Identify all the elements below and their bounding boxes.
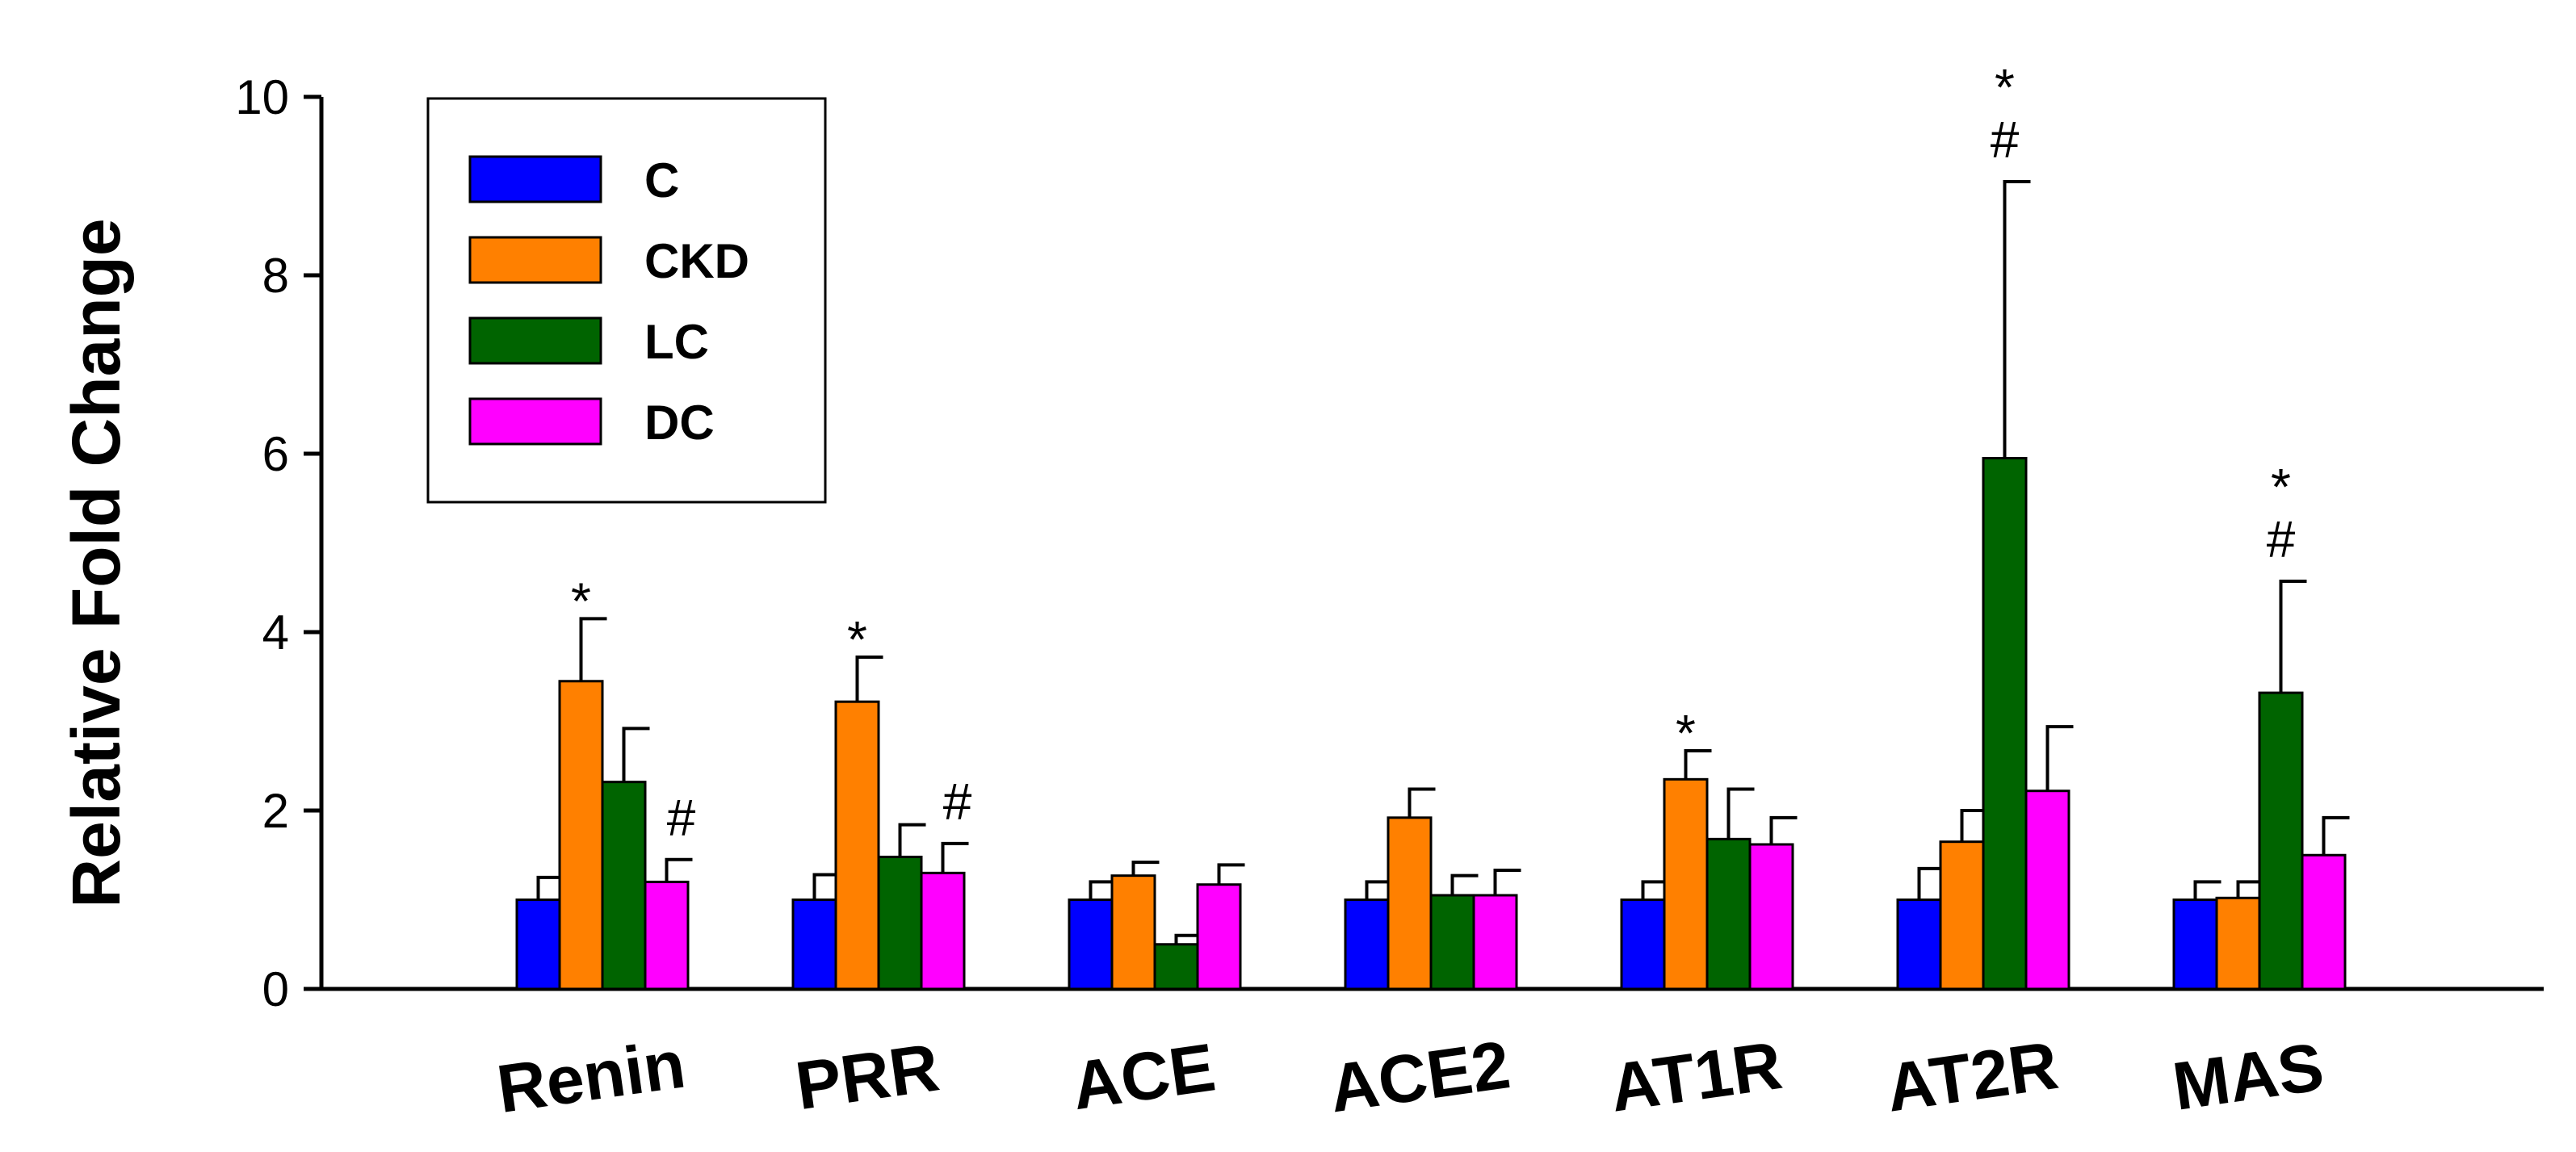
x-tick-label: ACE — [1068, 1028, 1220, 1124]
legend-label: C — [644, 153, 679, 207]
x-tick-label: PRR — [791, 1028, 944, 1124]
legend: C CKD LC DC — [426, 97, 827, 504]
x-tick-label: ACE2 — [1324, 1026, 1514, 1126]
bar-CKD-ACE — [1110, 874, 1156, 991]
y-tick-label: 8 — [262, 249, 289, 303]
significance-marker: * — [1995, 58, 2015, 116]
bar-LC-AT2R — [1982, 457, 2028, 991]
legend-swatch — [468, 397, 602, 446]
legend-label: DC — [644, 396, 715, 450]
bar-CKD-AT2R — [1939, 840, 1985, 991]
bar-CKD-PRR — [834, 700, 880, 991]
bar-CKD-Renin — [558, 680, 604, 991]
bar-CKD-AT1R — [1663, 777, 1709, 991]
significance-marker: * — [847, 610, 867, 668]
significance-marker: # — [1991, 111, 2020, 169]
bar-C-AT1R — [1620, 899, 1666, 991]
bar-C-Renin — [515, 899, 561, 991]
y-tick-label: 10 — [235, 70, 289, 124]
y-tick-label: 4 — [262, 605, 289, 660]
bar-DC-PRR — [920, 871, 966, 991]
bar-C-ACE — [1068, 899, 1114, 991]
bar-LC-ACE2 — [1429, 894, 1475, 991]
x-tick-label: AT1R — [1605, 1027, 1786, 1126]
significance-marker: # — [667, 789, 696, 847]
legend-swatch — [468, 316, 602, 365]
bar-C-ACE2 — [1344, 899, 1390, 991]
bar-C-AT2R — [1896, 899, 1942, 991]
y-tick-label: 6 — [262, 427, 289, 481]
legend-swatch — [468, 236, 602, 284]
bar-CKD-ACE2 — [1387, 816, 1433, 991]
y-axis-label: Relative Fold Change — [58, 218, 134, 907]
bar-LC-AT1R — [1705, 837, 1752, 991]
significance-marker: * — [1676, 704, 1696, 762]
legend-swatch — [468, 155, 602, 203]
legend-label: LC — [644, 315, 709, 369]
bar-LC-ACE — [1153, 943, 1199, 991]
legend-label: CKD — [644, 234, 749, 288]
bar-DC-ACE — [1196, 883, 1242, 991]
bar-C-PRR — [791, 899, 837, 991]
x-tick-label: Renin — [493, 1026, 690, 1128]
y-tick-label: 2 — [262, 784, 289, 838]
chart-bars — [515, 179, 2350, 991]
bar-DC-ACE2 — [1472, 894, 1518, 991]
significance-marker: # — [943, 773, 972, 831]
bar-DC-AT1R — [1748, 843, 1794, 991]
bar-CKD-MAS — [2215, 896, 2261, 991]
significance-marker: * — [2271, 458, 2291, 516]
x-tick-label: AT2R — [1882, 1027, 2062, 1126]
bar-LC-MAS — [2258, 691, 2304, 991]
x-tick-label: MAS — [2168, 1028, 2328, 1125]
bar-DC-MAS — [2301, 853, 2347, 991]
bar-DC-AT2R — [2024, 790, 2070, 991]
y-tick-label: 0 — [262, 962, 289, 1016]
bar-DC-Renin — [644, 880, 690, 991]
bar-LC-Renin — [601, 781, 647, 991]
bar-C-MAS — [2172, 899, 2218, 991]
significance-marker: # — [2267, 510, 2296, 568]
bar-LC-PRR — [877, 855, 923, 991]
significance-marker: * — [571, 572, 591, 630]
